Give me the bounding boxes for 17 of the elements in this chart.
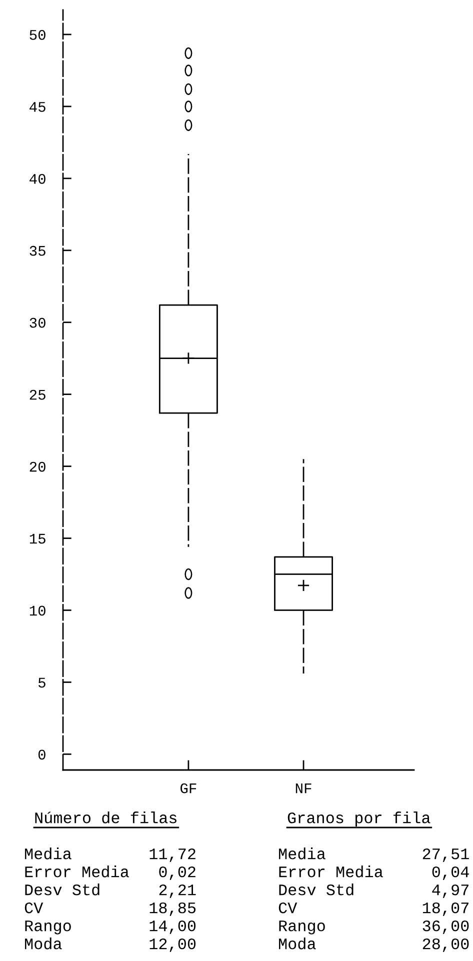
y-tick-label: 10	[30, 606, 46, 616]
y-tick-label: 20	[30, 462, 46, 472]
text: Granos por fila	[288, 812, 430, 826]
y-tick-label: 25	[30, 390, 46, 400]
y-tick-label: 0	[38, 750, 46, 760]
y-tick-label: 30	[30, 318, 46, 328]
text: Media 27,51 Error Media 0,04 Desv Std 4,97 CV 18,07 Rango 36,00 Moda 28,00	[278, 848, 469, 952]
y-tick-label: 45	[30, 102, 46, 112]
y-tick-label: 35	[30, 246, 46, 256]
y-tick-label: 5	[38, 678, 46, 688]
x-tick-label: NF	[296, 783, 312, 794]
text: Media 11,72 Error Media 0,02 Desv Std 2,21 CV 18,85 Rango 14,00 Moda 12,00	[24, 848, 196, 952]
x-tick-label: GF	[180, 783, 196, 794]
text: Número de filas	[35, 812, 176, 824]
y-tick-label: 40	[30, 174, 46, 184]
y-tick-label: 50	[30, 30, 46, 40]
y-tick-label: 15	[30, 534, 46, 544]
